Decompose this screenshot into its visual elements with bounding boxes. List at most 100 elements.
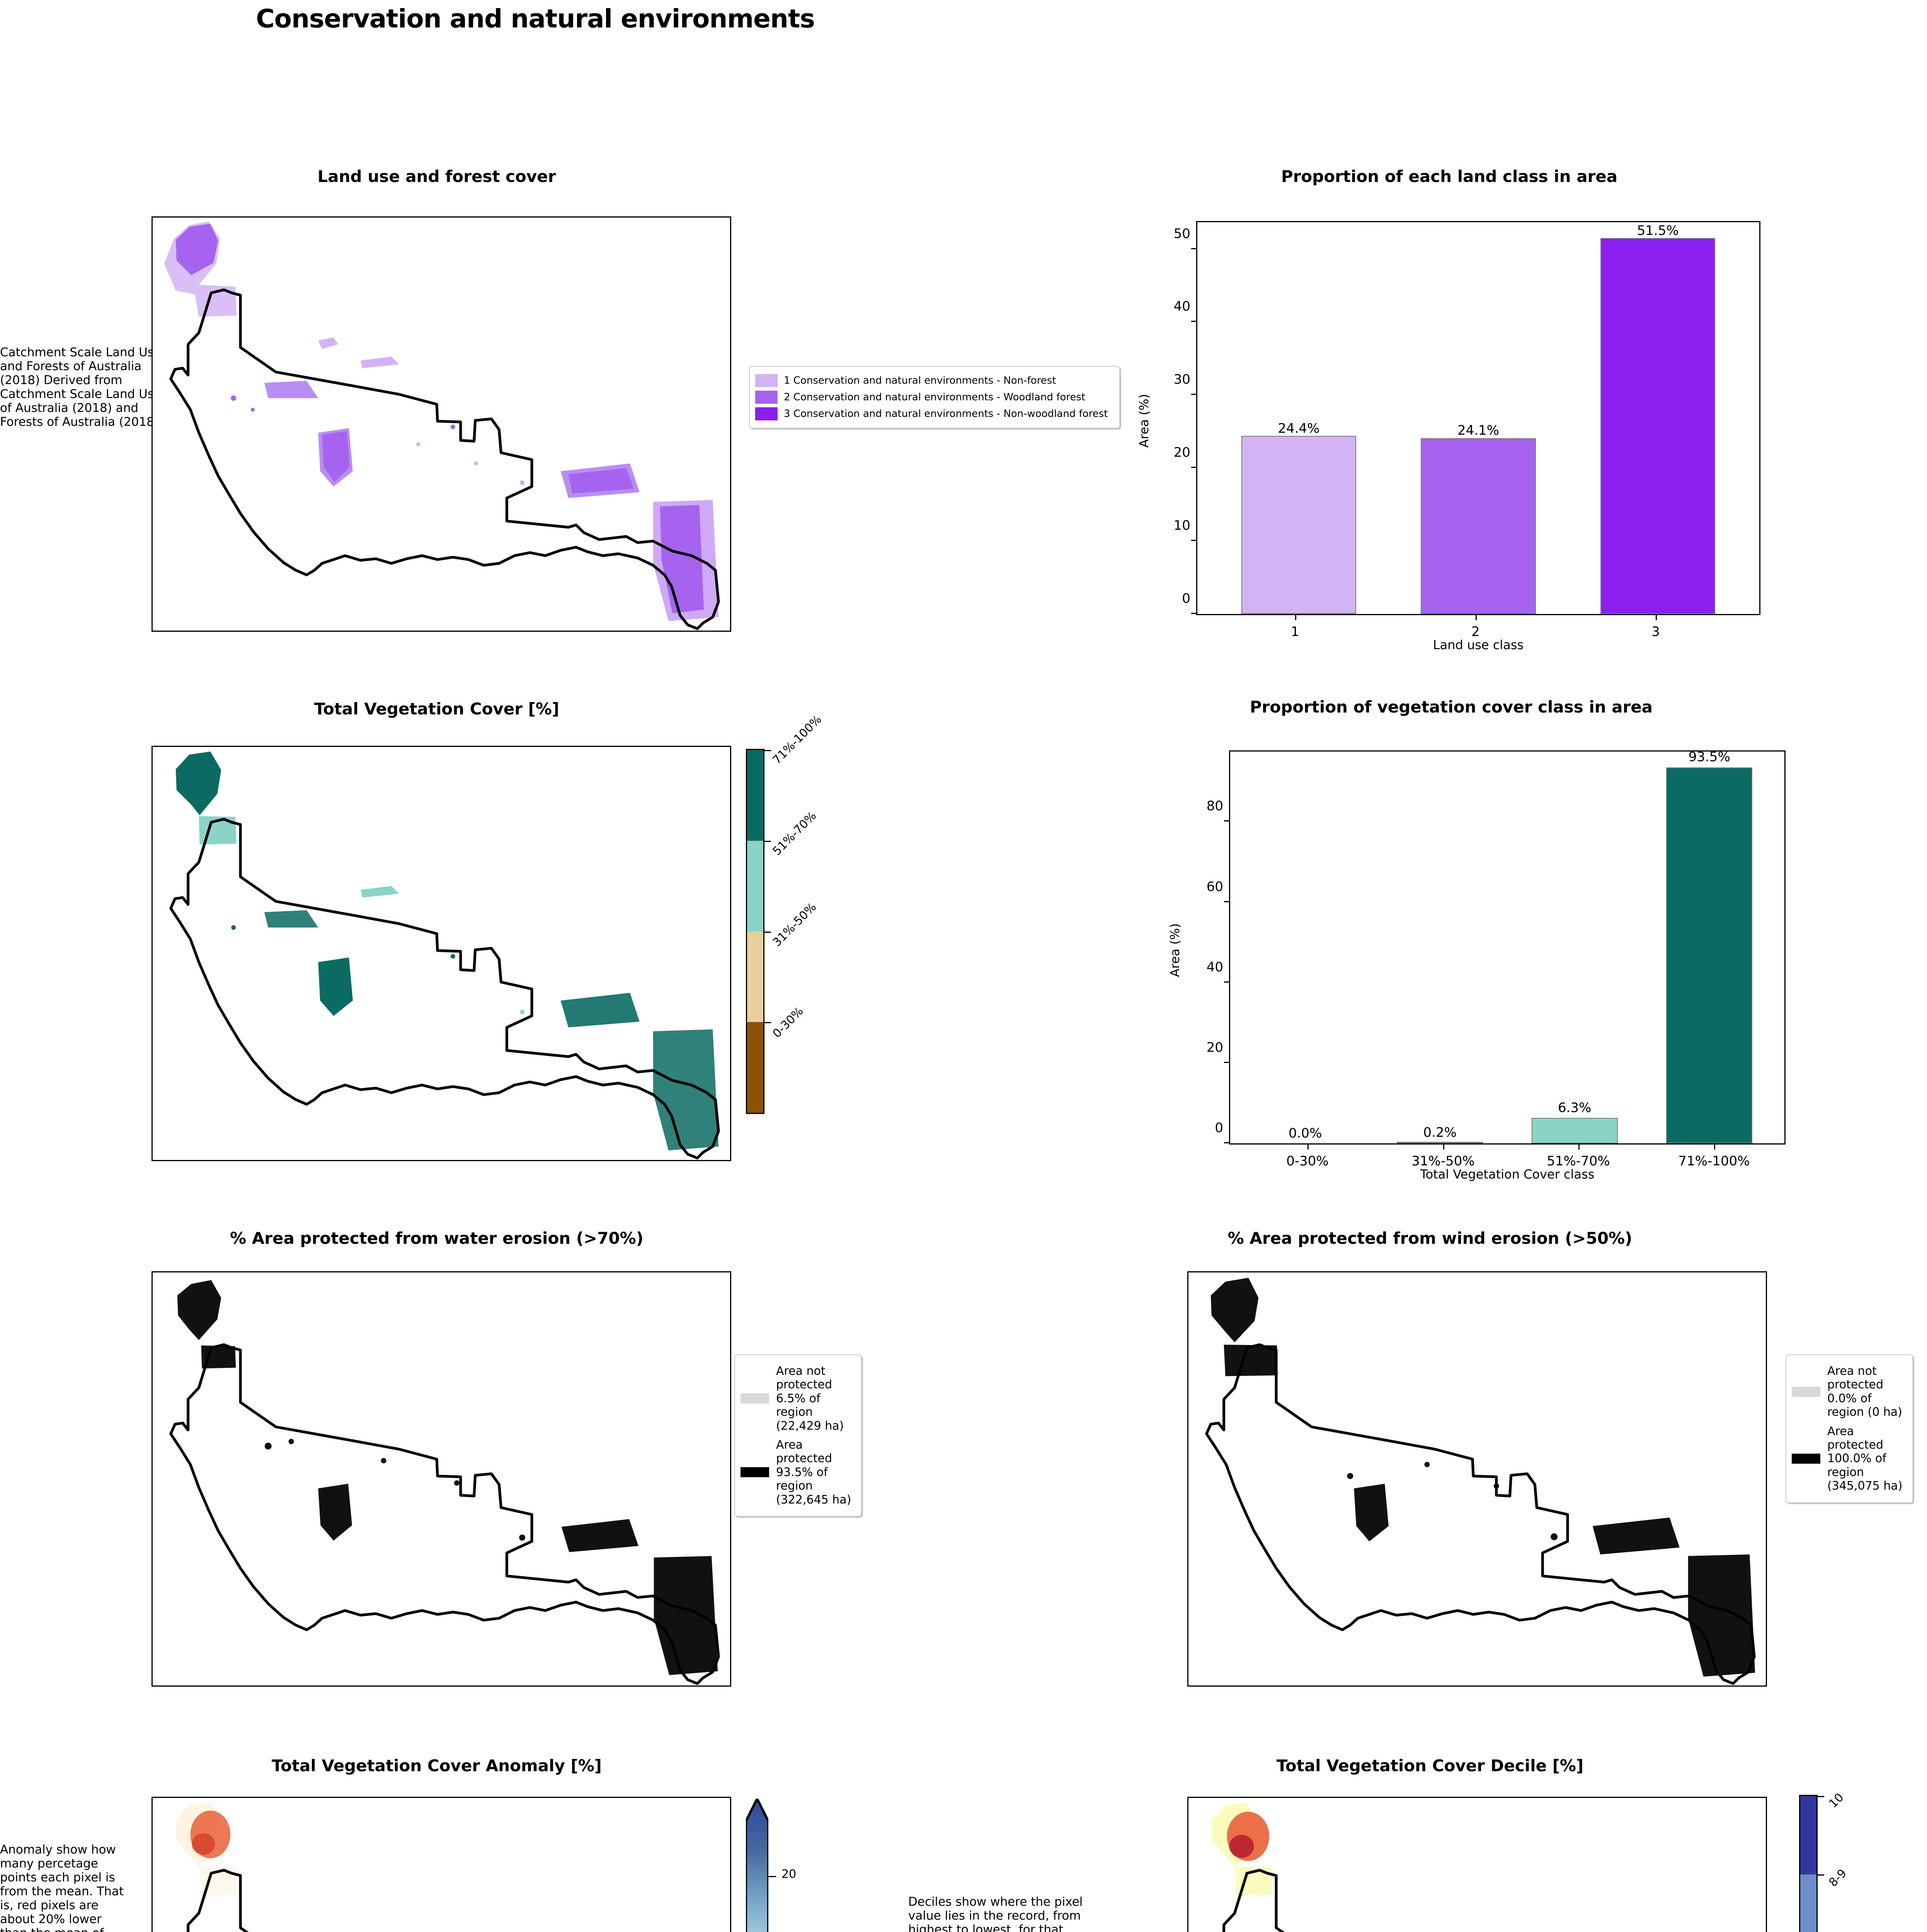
cbar-segment-0-30 bbox=[747, 1022, 763, 1113]
veg-cover-panel-title: Total Vegetation Cover [%] bbox=[314, 699, 560, 718]
veg-class-yaxis-label: Area (%) bbox=[1168, 923, 1182, 977]
cbar-label-0-30: 0-30% bbox=[770, 1004, 806, 1041]
water-erosion-legend[interactable]: Area not protected 6.5% of region (22,42… bbox=[734, 1354, 862, 1517]
xtick-mark bbox=[1656, 614, 1657, 620]
bar-veg-31-50[interactable] bbox=[1397, 1142, 1483, 1143]
veg-cover-map-canvas bbox=[153, 747, 730, 1160]
land-class-chart-title: Proportion of each land class in area bbox=[1281, 167, 1618, 186]
xtick-mark bbox=[1714, 1143, 1715, 1150]
cbar-tick bbox=[1816, 1874, 1824, 1876]
bar-group: 0.2% bbox=[1373, 752, 1508, 1143]
cbar-segment-10 bbox=[1800, 1796, 1816, 1875]
ytick-mark bbox=[1224, 820, 1230, 822]
ytick-mark bbox=[1191, 613, 1197, 614]
decile-map-canvas bbox=[1188, 1798, 1766, 1932]
veg-cover-map[interactable] bbox=[152, 746, 731, 1161]
bar-veg-71-100[interactable] bbox=[1666, 767, 1753, 1143]
ytick-label: 80 bbox=[1206, 798, 1223, 814]
page-title: Conservation and natural environments bbox=[256, 4, 815, 34]
ytick-mark bbox=[1191, 540, 1197, 541]
cbar-tick bbox=[763, 1022, 771, 1024]
legend-swatch-not-protected bbox=[740, 1393, 769, 1404]
anomaly-note: Anomaly show how many percetage points e… bbox=[0, 1843, 124, 1932]
ytick-label: 0 bbox=[1215, 1120, 1223, 1136]
cbar-label-8-9: 8-9 bbox=[1826, 1866, 1850, 1889]
cbar-segment-31-50 bbox=[747, 931, 763, 1022]
wind-erosion-legend[interactable]: Area not protected 0.0% of region (0 ha)… bbox=[1786, 1354, 1913, 1503]
bar-veg-51-70[interactable] bbox=[1531, 1118, 1618, 1143]
legend-label-not-protected: Area not protected 0.0% of region (0 ha) bbox=[1827, 1364, 1902, 1419]
wind-erosion-map[interactable] bbox=[1187, 1271, 1767, 1687]
legend-label-not-protected: Area not protected 6.5% of region (22,42… bbox=[776, 1364, 844, 1433]
ytick-label: 40 bbox=[1173, 299, 1190, 315]
bar-value-label: 51.5% bbox=[1637, 223, 1679, 238]
legend-label-class-3: 3 Conservation and natural environments … bbox=[784, 408, 1108, 420]
land-use-map-canvas bbox=[153, 218, 730, 631]
ytick-mark bbox=[1224, 981, 1230, 983]
ytick-mark bbox=[1191, 467, 1197, 468]
xtick-label: 3 bbox=[1651, 624, 1660, 639]
bar-group: 51.5% bbox=[1568, 222, 1748, 614]
legend-item: 2 Conservation and natural environments … bbox=[755, 391, 1114, 404]
land-class-bars: 24.4% 24.1% 51.5% bbox=[1197, 222, 1759, 614]
land-class-xaxis-label: Land use class bbox=[1433, 638, 1524, 652]
land-class-plot-area: 0 10 20 30 40 50 24.4% 24.1% 51.5% bbox=[1174, 221, 1760, 639]
decile-colorbar[interactable]: 10 8-9 4-7 2-3 1 bbox=[1799, 1791, 1849, 1932]
xtick-mark bbox=[1476, 614, 1477, 620]
land-use-map[interactable] bbox=[152, 216, 731, 632]
bar-value-label: 0.0% bbox=[1289, 1126, 1322, 1141]
cbar-tick bbox=[763, 931, 771, 933]
legend-item: Area protected 93.5% of region (322,645 … bbox=[740, 1438, 856, 1507]
anomaly-map-canvas bbox=[153, 1798, 730, 1932]
legend-swatch-not-protected bbox=[1792, 1386, 1820, 1397]
decile-note: Deciles show where the pixel value lies … bbox=[908, 1895, 1083, 1932]
anomaly-colorbar-gradient bbox=[746, 1799, 768, 1932]
land-use-source-note: Catchment Scale Land Use and Forests of … bbox=[0, 345, 162, 429]
bar-class-3[interactable] bbox=[1600, 238, 1716, 614]
ytick-mark bbox=[1224, 1061, 1230, 1063]
ytick-mark bbox=[1224, 1142, 1230, 1143]
water-erosion-panel-title: % Area protected from water erosion (>70… bbox=[230, 1229, 643, 1248]
bar-group: 93.5% bbox=[1642, 749, 1777, 1143]
cbar-label-31-50: 31%-50% bbox=[770, 900, 819, 949]
anomaly-colorbar[interactable]: 20 10 0 −10 −20 bbox=[746, 1799, 796, 1932]
cbar-segment-8-9 bbox=[1800, 1874, 1816, 1932]
veg-class-plot-area: 0 20 40 60 80 0.0% 0.2% 6.3% 93.5% bbox=[1207, 749, 1786, 1169]
cbar-tick bbox=[763, 750, 771, 751]
legend-label-protected: Area protected 93.5% of region (322,645 … bbox=[776, 1438, 851, 1507]
bar-class-1[interactable] bbox=[1241, 436, 1357, 614]
anomaly-map[interactable] bbox=[152, 1797, 731, 1932]
xtick-label: 51%-70% bbox=[1547, 1153, 1610, 1169]
bar-group: 24.1% bbox=[1389, 222, 1568, 614]
legend-swatch-class-2 bbox=[755, 391, 778, 404]
ytick-mark bbox=[1224, 901, 1230, 902]
water-erosion-map[interactable] bbox=[152, 1271, 731, 1687]
wind-erosion-map-canvas bbox=[1188, 1272, 1766, 1685]
xtick-label: 2 bbox=[1471, 624, 1480, 639]
ytick-label: 60 bbox=[1206, 879, 1223, 895]
legend-swatch-protected bbox=[740, 1467, 769, 1478]
veg-cover-colorbar[interactable]: 71%-100% 51%-70% 31%-50% 0-30% bbox=[746, 713, 824, 1114]
legend-item: Area protected 100.0% of region (345,075… bbox=[1792, 1425, 1907, 1493]
ytick-label: 40 bbox=[1206, 959, 1223, 975]
legend-swatch-protected bbox=[1792, 1454, 1820, 1464]
bar-group: 6.3% bbox=[1507, 752, 1642, 1143]
ytick-label: 20 bbox=[1173, 445, 1190, 461]
xtick-label: 71%-100% bbox=[1678, 1153, 1750, 1169]
xtick-label: 1 bbox=[1291, 624, 1299, 639]
legend-swatch-class-1 bbox=[755, 374, 778, 387]
land-class-yaxis-label: Area (%) bbox=[1137, 394, 1151, 448]
cbar-segment-51-70 bbox=[747, 840, 763, 932]
ytick-label: 20 bbox=[1206, 1039, 1223, 1055]
land-use-legend[interactable]: 1 Conservation and natural environments … bbox=[749, 366, 1120, 429]
ytick-mark bbox=[1191, 248, 1197, 249]
decile-map[interactable] bbox=[1187, 1797, 1767, 1932]
bar-class-2[interactable] bbox=[1421, 438, 1536, 614]
legend-label-class-1: 1 Conservation and natural environments … bbox=[784, 374, 1056, 386]
ytick-mark bbox=[1191, 321, 1197, 322]
decile-panel-title: Total Vegetation Cover Decile [%] bbox=[1276, 1756, 1584, 1775]
bar-group: 24.4% bbox=[1209, 222, 1389, 614]
bar-value-label: 93.5% bbox=[1688, 749, 1730, 765]
xtick-label: 0-30% bbox=[1286, 1153, 1329, 1169]
ytick-label: 10 bbox=[1173, 518, 1190, 534]
